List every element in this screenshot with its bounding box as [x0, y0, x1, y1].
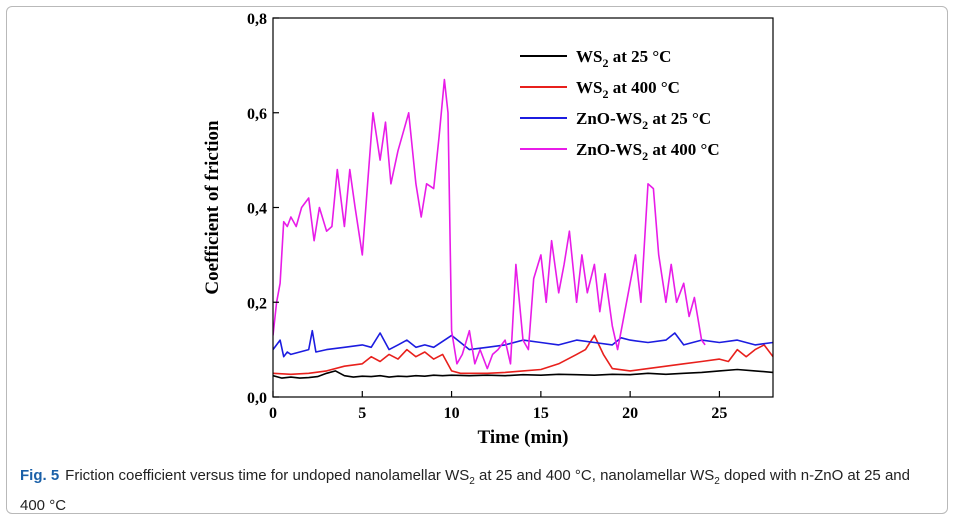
caption-text-2: at 25 and 400 °C, nanolamellar WS	[474, 467, 715, 484]
x-tick-label: 20	[622, 405, 638, 422]
x-tick-label: 0	[269, 405, 277, 422]
legend-label-1: WS2 at 25 °C	[576, 47, 671, 70]
series-line-1	[273, 368, 773, 379]
legend-label-2: WS2 at 400 °C	[576, 78, 680, 101]
caption-text-3: doped with n-ZnO at 25 and 400 °C	[20, 467, 910, 514]
figure-frame	[6, 6, 948, 514]
series-line-2	[273, 334, 773, 376]
friction-chart: 0 5 10 15 20 250,00,20,40,60,8 WS2 at 25 °CWS…	[202, 11, 774, 448]
caption-subscript-2: 2	[714, 476, 720, 487]
x-axis-label: Time (min)	[478, 427, 569, 448]
y-tick-label: 0,2	[247, 295, 267, 312]
x-tick-label: 5	[358, 405, 366, 422]
y-tick-label: 0,8	[247, 11, 267, 28]
legend: WS2 at 25 °C WS2 at 400 °C ZnO-WS2 at 25 °…	[520, 47, 720, 163]
y-axis-label: Coefficient of friction	[202, 120, 223, 295]
x-tick-label: 25	[711, 405, 727, 422]
caption-subscript-1: 2	[469, 476, 475, 487]
figure-label: Fig. 5	[20, 467, 60, 484]
x-tick-label: 10	[444, 405, 460, 422]
legend-label-4: ZnO-WS2 at 400 °C	[576, 140, 720, 163]
legend-label-3: ZnO-WS2 at 25 °C	[576, 109, 711, 132]
y-tick-label: 0,6	[247, 106, 267, 123]
caption-text-1: Friction coefficient versus time for und…	[65, 467, 470, 484]
x-tick-label: 15	[533, 405, 549, 422]
figure-caption: Fig. 5 Friction coefficient versus time f…	[20, 464, 930, 518]
y-tick-label: 0,0	[247, 390, 267, 407]
series-line-4	[273, 78, 706, 370]
y-tick-label: 0,4	[247, 201, 267, 218]
